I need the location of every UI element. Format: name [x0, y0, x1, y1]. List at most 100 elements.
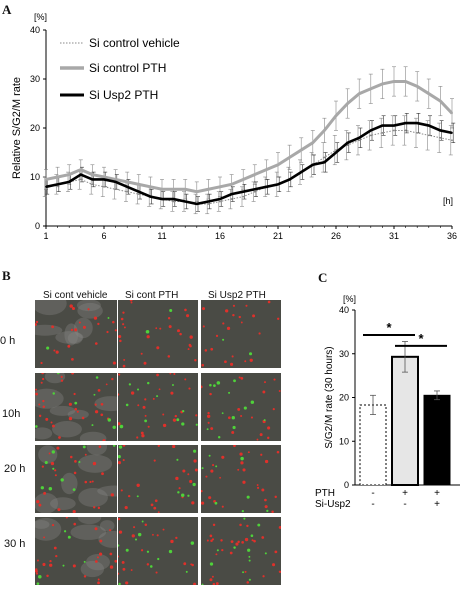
- cell-green: [250, 400, 255, 404]
- data-point: [439, 136, 442, 139]
- cell-red: [118, 373, 121, 376]
- micrograph-0-1: [118, 300, 198, 368]
- micrograph-background: [201, 300, 281, 368]
- data-point: [126, 190, 129, 193]
- data-point: [358, 92, 361, 95]
- cell-red: [72, 509, 76, 513]
- cell-red: [36, 499, 40, 504]
- cell-red: [153, 506, 157, 510]
- micrograph-0-0: [35, 300, 117, 368]
- cell-green: [157, 557, 160, 561]
- cell-green: [48, 487, 53, 491]
- cell-green: [185, 570, 188, 573]
- y-axis-title: S/G2/M rate (30 hours): [324, 346, 335, 448]
- cell-green: [242, 571, 245, 574]
- cell-red: [35, 572, 39, 575]
- cell-red: [35, 320, 39, 324]
- data-point: [311, 141, 314, 144]
- cell-red: [81, 416, 85, 420]
- cell-red: [193, 582, 197, 585]
- cell-red: [91, 480, 94, 483]
- cell-red: [146, 563, 150, 566]
- cell-red: [177, 329, 180, 333]
- cell-green: [241, 509, 245, 513]
- cell-red: [213, 499, 216, 503]
- cell-red: [195, 414, 198, 417]
- cell-red: [144, 414, 147, 417]
- cell-green: [141, 520, 144, 523]
- data-point: [114, 181, 117, 183]
- row-label-0h: 0 h: [0, 335, 16, 347]
- cell-red: [38, 503, 42, 507]
- cell-red: [67, 344, 71, 348]
- cell-red: [131, 534, 135, 538]
- cell-red: [122, 445, 126, 447]
- cell-green: [52, 392, 56, 395]
- cell-green: [82, 445, 86, 449]
- cell-red: [210, 427, 214, 430]
- cell-red: [152, 397, 155, 400]
- cell-red: [53, 349, 56, 352]
- cell-red: [212, 582, 216, 585]
- cell-red: [232, 313, 235, 317]
- micrograph-image: [35, 445, 117, 513]
- cell-red: [170, 539, 174, 544]
- cell-green: [177, 491, 180, 494]
- micrograph-haze: [38, 445, 58, 464]
- cell-red: [38, 403, 41, 406]
- cell-red: [35, 392, 38, 396]
- cell-red: [206, 539, 209, 542]
- micrograph-2-0: [35, 445, 117, 513]
- cell-green: [91, 424, 94, 427]
- cell-red: [58, 436, 61, 439]
- condition-mark: +: [402, 488, 408, 499]
- cell-red: [228, 416, 231, 420]
- cell-green: [266, 509, 269, 512]
- data-point: [323, 161, 326, 164]
- cell-red: [143, 361, 147, 365]
- cell-green: [93, 393, 96, 396]
- data-point: [242, 190, 245, 193]
- cell-red: [42, 399, 45, 403]
- micrograph-3-0: [35, 517, 117, 585]
- cell-red: [156, 346, 160, 350]
- cell-red: [256, 486, 260, 489]
- y-tick-label: 0: [35, 221, 40, 231]
- cell-red: [256, 438, 259, 441]
- data-point: [161, 198, 163, 200]
- cell-red: [211, 575, 214, 578]
- micrograph-background: [35, 517, 117, 585]
- cell-red: [70, 328, 74, 331]
- cell-red: [258, 332, 261, 335]
- cell-red: [87, 308, 90, 311]
- data-point: [393, 129, 395, 132]
- cell-red: [97, 322, 100, 326]
- data-point: [137, 193, 140, 196]
- legend-label: Si control vehicle: [89, 36, 180, 50]
- cell-green: [156, 395, 159, 398]
- condition-mark: -: [371, 488, 374, 499]
- panel-letter-b: B: [2, 268, 11, 283]
- cell-red: [251, 539, 254, 542]
- data-point: [242, 195, 245, 198]
- cell-red: [74, 328, 78, 332]
- data-point: [265, 185, 268, 188]
- micrograph-haze: [35, 388, 64, 409]
- cell-red: [93, 506, 96, 509]
- data-point: [451, 139, 453, 142]
- series-line-si-control-vehicle: [45, 129, 453, 205]
- cell-green: [128, 383, 132, 386]
- micrograph-background: [35, 445, 117, 513]
- cell-red: [156, 373, 159, 377]
- cell-red: [238, 376, 241, 379]
- cell-red: [84, 480, 88, 484]
- micrograph-haze: [77, 302, 103, 319]
- cell-red: [244, 570, 247, 573]
- cell-red: [41, 373, 44, 375]
- cell-green: [147, 381, 150, 385]
- micrograph-image: [118, 373, 198, 441]
- cell-red: [238, 315, 242, 319]
- cell-red: [244, 360, 247, 363]
- cell-green: [144, 419, 148, 423]
- cell-red: [201, 501, 205, 505]
